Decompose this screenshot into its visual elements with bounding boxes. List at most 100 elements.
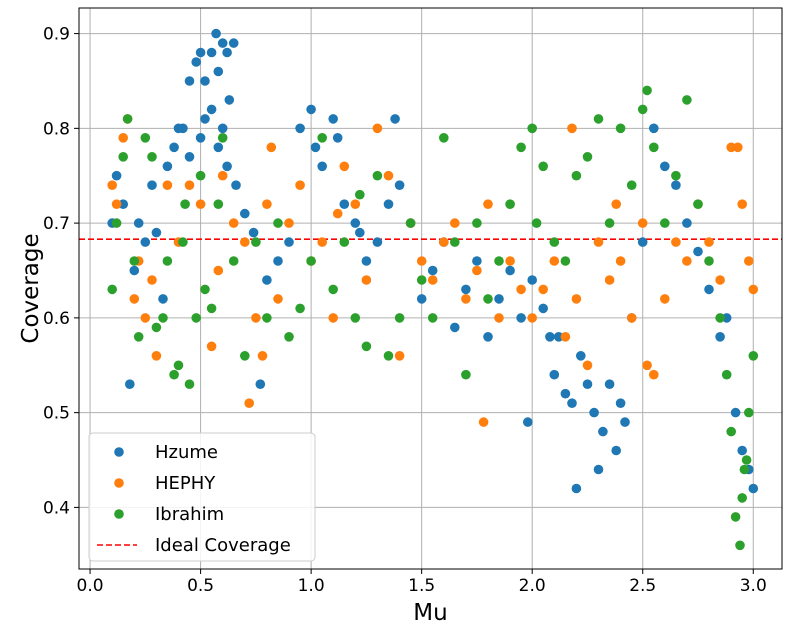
data-point xyxy=(549,237,560,247)
data-point xyxy=(195,133,206,143)
data-point xyxy=(151,227,162,238)
data-point xyxy=(450,322,460,333)
data-point xyxy=(582,379,593,390)
data-point xyxy=(240,351,250,361)
data-point xyxy=(737,199,747,209)
data-point xyxy=(184,76,195,86)
data-point xyxy=(355,189,365,200)
data-point xyxy=(217,123,228,134)
grid-lines xyxy=(79,8,782,569)
data-point xyxy=(284,237,294,247)
data-point xyxy=(118,133,128,143)
data-point xyxy=(545,332,555,342)
data-point xyxy=(704,284,714,295)
data-point xyxy=(133,332,144,342)
data-point xyxy=(472,256,482,266)
data-point xyxy=(593,237,604,247)
y-axis-ticks: 0.4 0.5 0.6 0.7 0.8 0.9 xyxy=(43,25,79,518)
data-point xyxy=(355,227,365,238)
data-point xyxy=(571,170,582,181)
legend-label: Ideal Coverage xyxy=(155,535,291,556)
data-point xyxy=(721,369,732,380)
data-point xyxy=(604,218,615,228)
data-point xyxy=(571,483,582,494)
data-point xyxy=(748,351,759,361)
data-point xyxy=(328,284,339,295)
data-point xyxy=(240,237,250,247)
data-point xyxy=(560,256,571,266)
data-point xyxy=(162,180,173,190)
data-point xyxy=(217,133,228,143)
data-point xyxy=(178,123,188,134)
data-point xyxy=(615,123,626,134)
data-point xyxy=(450,218,460,228)
data-point xyxy=(538,161,548,172)
legend-marker xyxy=(114,478,124,488)
data-point xyxy=(472,218,482,228)
data-point xyxy=(266,142,277,153)
data-point xyxy=(427,313,438,323)
data-point xyxy=(394,313,405,323)
data-point xyxy=(693,199,703,209)
data-point xyxy=(213,265,224,276)
data-point xyxy=(195,170,206,181)
data-point xyxy=(273,256,283,266)
data-point xyxy=(715,275,725,285)
data-point xyxy=(671,180,681,190)
data-point xyxy=(427,265,438,276)
legend-box xyxy=(88,432,316,562)
data-point xyxy=(248,227,259,238)
data-point xyxy=(372,170,383,181)
data-point xyxy=(383,170,394,181)
data-point xyxy=(339,161,350,172)
data-point xyxy=(483,199,493,209)
legend-marker xyxy=(114,447,124,457)
data-point xyxy=(244,398,254,409)
data-point xyxy=(704,237,714,247)
data-point xyxy=(107,180,117,190)
data-point xyxy=(642,360,652,371)
data-point xyxy=(739,464,750,475)
data-point xyxy=(582,152,593,162)
data-point xyxy=(721,313,732,323)
data-point xyxy=(549,369,560,380)
data-point xyxy=(306,104,316,115)
data-point xyxy=(111,170,122,181)
data-point xyxy=(317,237,328,247)
data-point xyxy=(295,180,305,190)
data-point xyxy=(538,284,548,295)
data-point xyxy=(416,256,427,266)
data-point xyxy=(178,237,188,247)
data-point xyxy=(726,426,736,437)
y-tick-label: 0.8 xyxy=(43,119,70,139)
data-point xyxy=(748,284,759,295)
data-point xyxy=(527,313,537,323)
data-point xyxy=(744,256,754,266)
data-point xyxy=(416,294,427,304)
data-point xyxy=(726,142,736,153)
data-point xyxy=(637,104,648,115)
data-point xyxy=(284,332,294,342)
data-point xyxy=(516,142,526,153)
data-point xyxy=(505,265,515,276)
data-point xyxy=(361,256,372,266)
data-point xyxy=(129,256,140,266)
data-point xyxy=(626,313,637,323)
data-point xyxy=(604,275,615,285)
data-point xyxy=(560,332,571,342)
y-tick-label: 0.5 xyxy=(43,404,70,424)
y-axis-label: Coverage xyxy=(18,233,44,343)
data-point xyxy=(191,57,201,67)
data-point xyxy=(549,256,560,266)
data-point xyxy=(180,199,190,209)
data-point xyxy=(523,417,533,427)
data-point xyxy=(649,123,659,134)
y-tick-label: 0.9 xyxy=(43,25,70,45)
data-point xyxy=(483,294,493,304)
data-point xyxy=(350,199,361,209)
data-point xyxy=(615,256,626,266)
data-point xyxy=(200,284,210,295)
data-point xyxy=(328,114,339,124)
data-point xyxy=(107,284,117,295)
data-point xyxy=(593,464,604,475)
